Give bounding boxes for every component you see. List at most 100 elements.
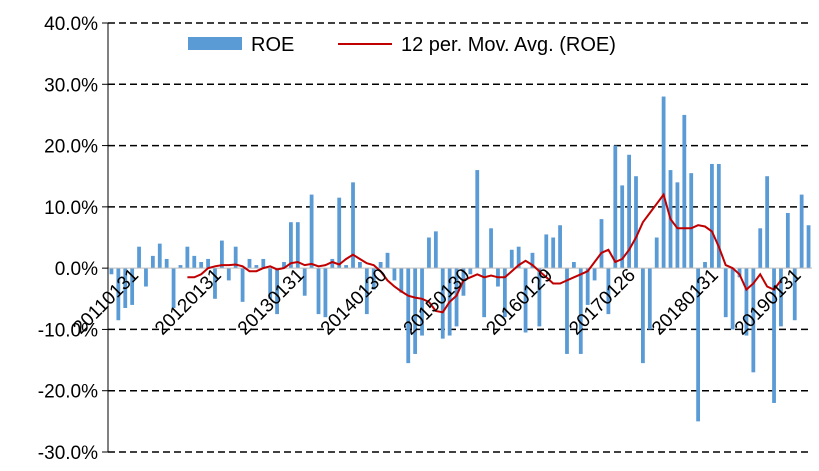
roe-bar bbox=[710, 163, 714, 269]
roe-bar bbox=[344, 265, 349, 269]
roe-bar bbox=[634, 176, 638, 269]
roe-bar bbox=[565, 268, 569, 354]
roe-bar bbox=[137, 246, 141, 269]
roe-bar bbox=[792, 268, 797, 321]
roe-bar bbox=[675, 182, 680, 269]
y-tick-label: 40.0% bbox=[44, 14, 98, 35]
roe-bar bbox=[364, 268, 369, 315]
roe-bar bbox=[420, 268, 424, 336]
y-axis-tick-labels: 40.0% 30.0% 20.0% 10.0% 0.0% -10.0% -20.0% -30.… bbox=[38, 14, 98, 464]
roe-bar bbox=[427, 237, 431, 269]
roe-bar bbox=[178, 265, 183, 269]
x-tick-label: 20150130 bbox=[400, 265, 475, 340]
roe-bar bbox=[537, 268, 542, 327]
x-tick-label: 20140130 bbox=[317, 265, 392, 340]
roe-bar bbox=[509, 249, 514, 269]
roe-bar bbox=[219, 240, 224, 269]
roe-bar bbox=[268, 268, 273, 299]
roe-bar bbox=[785, 212, 790, 269]
roe-bar bbox=[233, 246, 238, 269]
roe-bar bbox=[316, 268, 321, 315]
legend-roe-label: ROE bbox=[251, 34, 294, 56]
roe-bar bbox=[171, 268, 176, 308]
roe-bar bbox=[468, 268, 473, 275]
roe-bar bbox=[433, 231, 438, 269]
roe-bar bbox=[275, 268, 279, 315]
roe-bar bbox=[130, 268, 135, 305]
roe-bar bbox=[240, 268, 245, 302]
roe-bar bbox=[620, 185, 625, 269]
roe-bar bbox=[399, 268, 404, 293]
roe-bar bbox=[157, 243, 162, 269]
roe-bar bbox=[592, 268, 597, 281]
roe-bar bbox=[544, 234, 549, 269]
roe-bar bbox=[765, 176, 770, 269]
y-tick-label: -20.0% bbox=[38, 382, 98, 403]
y-tick-label: 10.0% bbox=[44, 198, 98, 219]
roe-bar bbox=[358, 262, 362, 269]
roe-bar bbox=[723, 268, 728, 318]
x-tick-label: 20120131 bbox=[151, 265, 226, 340]
roe-bar bbox=[330, 258, 335, 269]
roe-bar bbox=[351, 182, 355, 269]
roe-bar bbox=[751, 268, 756, 373]
roe-bar bbox=[585, 268, 590, 305]
roe-bar bbox=[295, 222, 300, 269]
roe-bar bbox=[530, 252, 535, 269]
roe-bar bbox=[213, 268, 217, 299]
roe-bar bbox=[226, 268, 231, 281]
roe-bar bbox=[323, 268, 328, 318]
roe-bar bbox=[613, 145, 618, 269]
roe-bar bbox=[254, 265, 259, 269]
roe-bar bbox=[730, 268, 735, 330]
roe-bar bbox=[806, 225, 811, 269]
roe-bar bbox=[385, 252, 390, 269]
roe-bar bbox=[185, 246, 190, 269]
roe-bar bbox=[571, 262, 576, 269]
roe-bar bbox=[772, 268, 776, 403]
roe-bar bbox=[282, 262, 286, 269]
roe-bar bbox=[578, 268, 583, 354]
roe-bar bbox=[199, 262, 204, 269]
roe-bar bbox=[150, 255, 155, 269]
roe-bar bbox=[475, 170, 480, 269]
roe-bar bbox=[482, 268, 487, 318]
roe-bar bbox=[779, 268, 783, 327]
roe-bar bbox=[371, 268, 376, 290]
y-tick-label: 30.0% bbox=[44, 75, 98, 96]
roe-bar bbox=[454, 268, 459, 327]
roe-bar bbox=[661, 96, 666, 269]
roe-bar bbox=[302, 268, 307, 296]
roe-bar bbox=[392, 268, 397, 281]
roe-bar bbox=[502, 268, 507, 318]
roe-bar bbox=[758, 228, 763, 269]
roe-bar bbox=[378, 262, 383, 269]
roe-bar bbox=[206, 258, 210, 269]
roe-bar bbox=[641, 268, 645, 364]
roe-bar bbox=[551, 237, 556, 269]
x-tick-label: 20180131 bbox=[648, 265, 723, 340]
roe-bar bbox=[523, 268, 528, 333]
roe-bar bbox=[744, 268, 749, 336]
roe-bar bbox=[337, 197, 342, 269]
roe-bar bbox=[261, 258, 266, 269]
roe-bar bbox=[109, 268, 114, 275]
y-tick-label: -10.0% bbox=[38, 320, 98, 341]
moving-average-line bbox=[187, 192, 782, 314]
roe-bar bbox=[654, 237, 659, 269]
legend-moving-average-label: 12 per. Mov. Avg. (ROE) bbox=[401, 34, 616, 56]
roe-bar bbox=[164, 258, 169, 269]
roe-bar bbox=[703, 262, 707, 269]
roe-bar bbox=[627, 154, 631, 269]
roe-bar bbox=[737, 268, 742, 278]
legend: ROE 12 per. Mov. Avg. (ROE) bbox=[188, 34, 616, 56]
roe-bar bbox=[799, 194, 804, 269]
roe-bar bbox=[558, 225, 562, 269]
roe-bar bbox=[489, 228, 493, 269]
roe-bar bbox=[192, 255, 197, 269]
roe-bar bbox=[696, 268, 701, 422]
gridlines bbox=[102, 22, 812, 453]
y-tick-label: 0.0% bbox=[55, 259, 98, 280]
roe-bar bbox=[309, 194, 314, 269]
